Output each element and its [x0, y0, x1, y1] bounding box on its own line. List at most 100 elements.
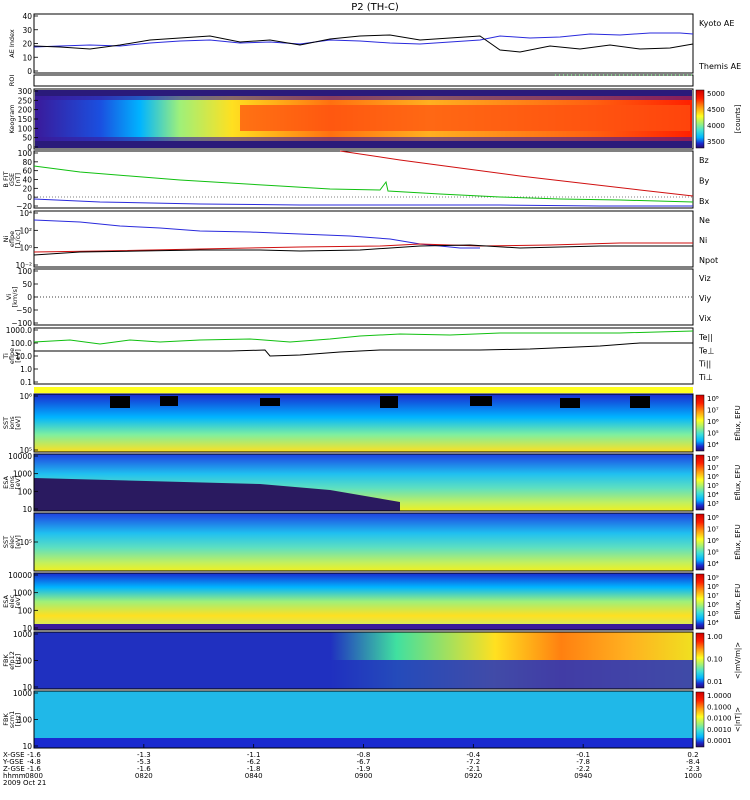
fbk_b-cbar-tick-1: 0.1000: [707, 703, 732, 711]
fbk_e-ylabel-2: [Hz]: [14, 654, 22, 667]
temperature-ylabel-2: [eV]: [14, 349, 22, 363]
panel-frames: [33, 13, 694, 385]
fbk_b-cbar-unit-0: <|nT|>: [734, 707, 742, 732]
esa_i-ytick-1: 1000: [13, 470, 32, 479]
xaxis-z-5: -2.2: [576, 765, 590, 773]
xaxis-z-6: -2.3: [686, 765, 700, 773]
sst-ions-image: [34, 394, 693, 452]
keogram-cbar-unit-0: [counts]: [734, 104, 742, 133]
sst-elec-colorbar: [695, 513, 705, 571]
sst_e-cbar-tick-0: 10⁸: [707, 514, 719, 522]
esa-elec-bottom-band: [34, 624, 693, 630]
esa_e-ylabel-0: ESA: [2, 595, 10, 608]
ae-ylabel-0: AE Index: [8, 29, 16, 58]
esa-elec-image: [34, 573, 693, 630]
sst_i-cbar-tick-1: 10⁷: [707, 407, 719, 415]
keogram-colorbar: [695, 89, 705, 149]
bfield-ylabel-0: B FIT: [2, 171, 10, 187]
density-ytick-3: 10⁻²: [15, 261, 32, 270]
sst-elec-image: [34, 513, 693, 571]
sst_i-ytick-0: 10⁶: [19, 392, 32, 401]
panel-fbk-e: [34, 632, 693, 689]
ne-line: [33, 242, 693, 253]
roi-ylabel-0: ROI: [8, 75, 16, 87]
fbk-b-colorbar: [695, 691, 705, 748]
xaxis-t-3: 0900: [355, 772, 373, 780]
xaxis-x-3: -0.8: [357, 751, 371, 759]
sst_i-cbar-tick-2: 10⁶: [707, 418, 719, 426]
bx-line: [33, 198, 693, 207]
esa_i-cbar-tick-1: 10⁷: [707, 464, 719, 472]
xaxis-row-label-1: Y-GSE: [2, 758, 24, 766]
sst_i-ylabel-1: ions: [8, 416, 16, 430]
xaxis-z-3: -1.9: [357, 765, 371, 773]
temperature-ytick-2: 10.0: [15, 352, 32, 361]
esa_i-ytick-3: 10: [22, 505, 32, 514]
density-ylabel-1: eflpe: [8, 231, 16, 247]
density-ylabel-0: Ni: [2, 235, 10, 242]
sst-ions-dropouts: [110, 396, 650, 408]
sst_i-cbar-tick-4: 10⁴: [707, 441, 719, 449]
esa_i-cbar-tick-4: 10⁴: [707, 491, 719, 499]
xaxis-y-6: -8.4: [686, 758, 700, 766]
sst_e-ylabel-2: [eV]: [14, 535, 22, 549]
xaxis-y-2: -6.2: [247, 758, 261, 766]
sst_e-cbar-tick-3: 10⁵: [707, 549, 719, 557]
fbk_e-ytick-0: 1000: [13, 630, 32, 639]
panel-bfield: [33, 150, 694, 207]
velocity-ylabel-0: Vi: [5, 294, 13, 300]
esa_e-cbar-tick-2: 10⁷: [707, 592, 719, 600]
keogram-ytick-0: 300: [18, 87, 33, 96]
npot-line: [33, 219, 480, 249]
temperature-ylabel-0: Ti: [2, 353, 10, 360]
velocity-ytick-1: 50: [22, 280, 32, 289]
panel-esa-ions-frame: [33, 453, 694, 512]
esa_i-cbar-tick-3: 10⁵: [707, 482, 719, 490]
panel-sst-ions: [34, 394, 693, 452]
fbk_b-ytick-1: 100: [18, 716, 33, 725]
sst_i-cbar-tick-3: 10⁵: [707, 430, 719, 438]
fbk_e-cbar-tick-2: 0.01: [707, 678, 723, 686]
esa_i-cbar-unit-0: Eflux, EFU: [734, 465, 742, 500]
esa_e-cbar-tick-1: 10⁸: [707, 583, 719, 591]
fbk-e-colorbar: [695, 632, 705, 689]
sst_e-cbar-tick-1: 10⁷: [707, 526, 719, 534]
keogram-ytick-1: 250: [18, 96, 33, 105]
sst_e-cbar-tick-2: 10⁶: [707, 537, 719, 545]
fbk_e-ylabel-0: FBK: [2, 654, 10, 667]
xaxis-t-0: 0800: [25, 772, 43, 780]
ni-line: [33, 244, 693, 256]
esa_i-ytick-2: 100: [18, 487, 33, 496]
density-ylabel-2: [1/cc]: [14, 230, 22, 249]
esa_e-cbar-tick-0: 10⁹: [707, 574, 719, 582]
velocity-ytick-4: −100: [11, 319, 32, 328]
sst_i-ytick-1: 10⁵: [19, 446, 32, 455]
te-par-line: [34, 342, 693, 357]
xaxis-z-1: -1.6: [137, 765, 151, 773]
xaxis-row-label-4: 2009 Oct 21: [3, 779, 46, 787]
fbk_b-cbar-tick-4: 0.0001: [707, 737, 732, 745]
bfield-ylabel-1: GSE: [8, 173, 16, 186]
velocity-legend-1: Viy: [699, 294, 712, 303]
keogram-cbar-tick-0: 5000: [707, 90, 725, 98]
panel-temperature: [33, 330, 694, 357]
fbk_e-ytick-1: 100: [18, 657, 33, 666]
temperature-ylabel-1: eflpe: [8, 348, 16, 364]
xaxis-row-label-3: hhmm: [3, 772, 26, 780]
keogram-cbar-tick-3: 3500: [707, 138, 725, 146]
esa_e-ylabel-2: [eV]: [14, 595, 22, 609]
panel-esa-ions: [34, 454, 693, 511]
sst-ions-colorbar: [695, 394, 705, 452]
fbk_e-ytick-2: 10: [22, 683, 32, 692]
xaxis-y-0: -4.8: [27, 758, 41, 766]
bfield-ytick-4: 20: [22, 184, 32, 193]
xaxis-x-2: -1.1: [247, 751, 261, 759]
temperature-legend-1: Te⊥: [698, 346, 714, 355]
fbk_b-cbar-tick-3: 0.0010: [707, 726, 732, 734]
xaxis-t-6: 1000: [684, 772, 702, 780]
esa_e-ytick-0: 10000: [8, 571, 32, 580]
esa_i-ytick-0: 10000: [8, 452, 32, 461]
colorbars: [695, 89, 705, 748]
fbk_b-ytick-2: 10: [22, 742, 32, 751]
ae-ytick-0: 40: [22, 12, 32, 21]
